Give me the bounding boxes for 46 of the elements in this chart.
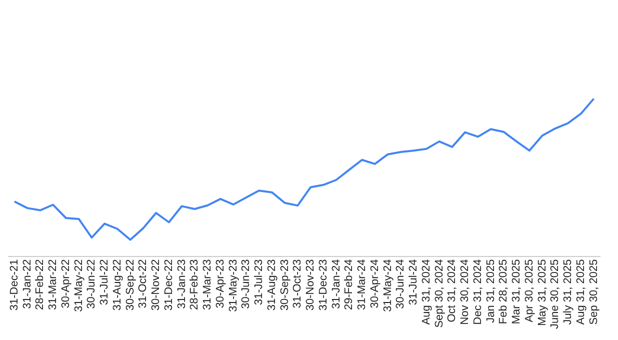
x-tick-label: 31-Aug-22 [111,259,124,311]
x-tick-label: 30-Nov-22 [150,259,162,311]
x-tick-label: 28-Feb-22 [34,259,46,310]
x-tick-label: Sept 30, 2024 [433,259,446,328]
x-tick-label: May 31, 2025 [536,259,548,326]
x-tick-label: 31-May-22 [72,259,85,312]
x-tick-label: 31-Jan-23 [176,259,188,309]
x-tick-label: Jan 31, 2025 [484,259,497,323]
x-tick-label: 29-Feb-24 [343,259,356,310]
x-tick-label: Nov 30, 2024 [459,259,472,325]
x-tick-label: 30-Sep-22 [124,259,136,311]
x-tick-label: July 31, 2025 [562,259,574,325]
x-tick-label: 30-Nov-23 [304,259,317,311]
x-tick-label: 31-Jan-24 [330,259,342,309]
x-tick-label: 31-Dec-23 [317,259,330,311]
x-tick-label: June 30, 2025 [549,259,562,330]
x-tick-label: 31-Dec-22 [162,259,175,311]
x-tick-label: 30-Jun-22 [86,259,98,309]
x-tick-label: 31-Jan-22 [21,259,34,309]
x-tick-label: 31-Mar-24 [356,259,368,310]
x-tick-label: Dec 31, 2024 [472,259,484,325]
x-tick-label: Aug 31, 2025 [574,259,587,325]
x-tick-label: 30-Jun-23 [240,259,252,309]
x-tick-label: 31-May-24 [382,259,394,312]
x-tick-label: 31-Dec-21 [8,259,20,311]
x-tick-label: 30-Apr-22 [60,259,72,308]
x-tick-label: Mar 31, 2025 [510,259,523,324]
x-tick-label: Apr 30, 2025 [523,259,536,322]
x-tick-label: 31-Jul-24 [408,259,420,306]
x-tick-label: 31-May-23 [227,259,240,312]
x-tick-label: 31-Jul-22 [98,259,111,306]
x-tick-label: Sep 30, 2025 [588,259,600,325]
x-tick-label: Aug 31, 2024 [420,259,432,325]
x-tick-label: 31-Aug-23 [266,259,278,311]
x-tick-label: 30-Apr-23 [214,259,226,308]
x-tick-label: 30-Jun-24 [394,259,407,309]
x-tick-label: Feb 28, 2025 [498,259,510,324]
x-tick-label: 31-Oct-23 [292,259,304,308]
x-tick-label: 31-Mar-22 [47,259,60,310]
x-tick-label: 30-Apr-24 [368,259,381,308]
x-tick-label: 31-Oct-22 [137,259,150,308]
x-tick-label: Oct 31, 2024 [446,259,458,322]
x-tick-label: 31-Jul-23 [253,259,266,306]
x-tick-label: 30-Sep-23 [278,259,291,311]
x-tick-label: 28-Feb-23 [188,259,201,310]
x-tick-label: 31-Mar-23 [202,259,214,310]
